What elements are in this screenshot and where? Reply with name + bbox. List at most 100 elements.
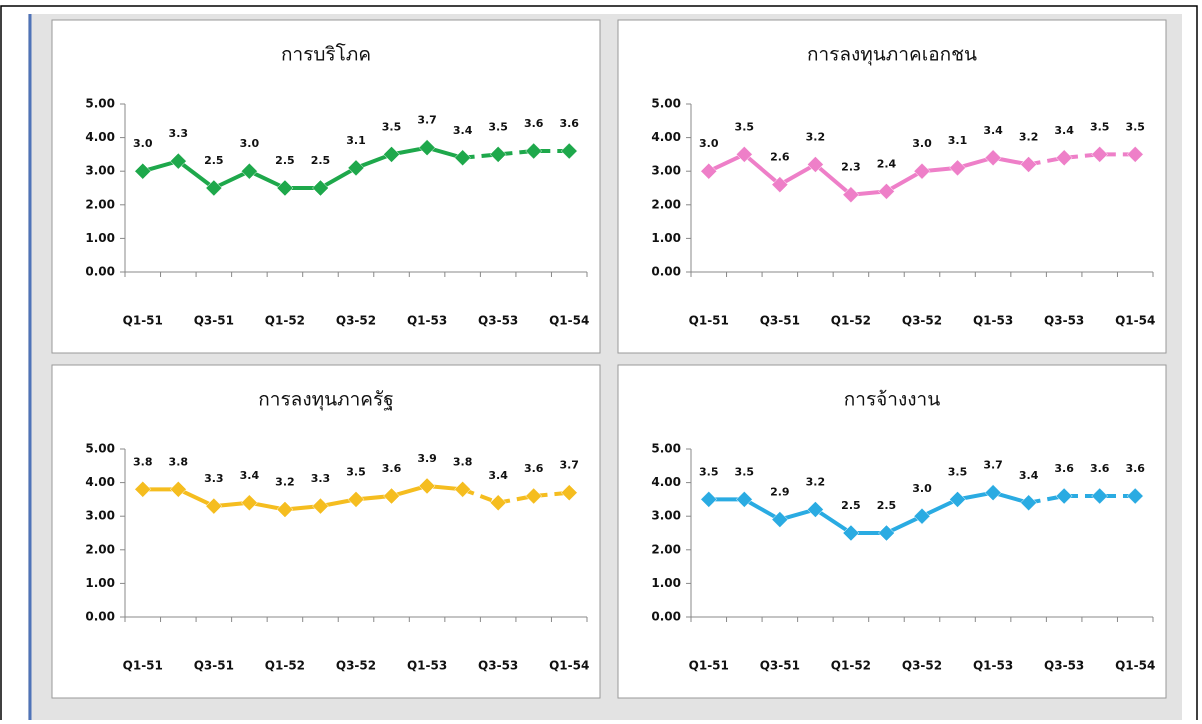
- point-marker: [418, 477, 436, 495]
- value-label: 3.2: [1019, 130, 1039, 143]
- point-marker: [807, 156, 824, 173]
- value-label: 2.5: [311, 154, 331, 167]
- value-label: 3.4: [240, 469, 260, 482]
- value-label: 3.6: [524, 117, 544, 130]
- point-marker: [454, 149, 471, 167]
- point-marker: [276, 501, 294, 518]
- y-tick-label: 3.00: [85, 164, 115, 178]
- value-label: 3.7: [559, 459, 579, 472]
- x-tick-label: Q1-52: [265, 659, 305, 673]
- value-label: 3.2: [275, 475, 295, 488]
- point-marker: [241, 162, 258, 180]
- x-tick-label: Q1-51: [123, 659, 163, 673]
- point-marker: [1020, 494, 1037, 512]
- y-tick-label: 3.00: [651, 164, 681, 178]
- value-label: 3.5: [1125, 120, 1145, 133]
- x-tick-label: Q1-52: [831, 314, 871, 328]
- point-marker: [735, 146, 753, 163]
- y-tick-label: 2.00: [651, 542, 681, 556]
- chart-title: การลงทุนภาครัฐ: [258, 389, 393, 412]
- value-label: 3.3: [169, 127, 189, 140]
- y-tick-label: 0.00: [85, 610, 115, 624]
- value-label: 3.5: [948, 465, 968, 478]
- point-marker: [560, 484, 578, 502]
- x-tick-label: Q3-51: [760, 659, 800, 673]
- value-label: 3.1: [948, 134, 968, 147]
- x-tick-label: Q1-54: [549, 659, 589, 673]
- point-marker: [383, 146, 400, 163]
- y-tick-label: 1.00: [651, 576, 681, 590]
- y-tick-label: 4.00: [85, 475, 115, 489]
- point-marker: [878, 524, 895, 542]
- y-tick-label: 3.00: [651, 509, 681, 523]
- point-marker: [1055, 487, 1073, 505]
- point-marker: [418, 139, 436, 157]
- point-marker: [1126, 487, 1144, 505]
- value-label: 3.3: [204, 472, 224, 485]
- x-tick-label: Q1-52: [831, 659, 871, 673]
- x-tick-label: Q3-53: [478, 659, 518, 673]
- point-marker: [454, 480, 471, 498]
- value-label: 2.5: [877, 499, 897, 512]
- x-tick-label: Q1-51: [689, 659, 729, 673]
- point-marker: [1091, 487, 1109, 505]
- x-tick-label: Q3-52: [336, 314, 376, 328]
- value-label: 3.0: [240, 137, 260, 150]
- value-label: 3.4: [1054, 124, 1074, 137]
- point-marker: [134, 162, 152, 180]
- x-tick-label: Q1-53: [407, 314, 447, 328]
- point-marker: [984, 149, 1002, 167]
- value-label: 3.4: [488, 469, 508, 482]
- value-label: 3.6: [1054, 462, 1074, 475]
- value-label: 3.2: [806, 130, 826, 143]
- point-marker: [205, 179, 223, 197]
- point-marker: [347, 159, 365, 177]
- series-line: [142, 483, 463, 512]
- value-label: 3.5: [382, 120, 402, 133]
- value-label: 2.4: [877, 157, 897, 170]
- point-marker: [949, 491, 966, 508]
- value-label: 2.6: [770, 151, 790, 164]
- point-marker: [949, 159, 966, 177]
- value-label: 2.9: [770, 486, 790, 499]
- x-tick-label: Q1-53: [973, 314, 1013, 328]
- point-marker: [241, 494, 258, 512]
- value-label: 3.5: [488, 120, 508, 133]
- point-marker: [1091, 146, 1109, 163]
- point-marker: [842, 186, 860, 204]
- point-marker: [700, 491, 718, 508]
- value-label: 3.5: [735, 120, 755, 133]
- point-marker: [489, 494, 507, 512]
- point-marker: [489, 146, 507, 163]
- value-label: 3.9: [417, 452, 437, 465]
- point-marker: [312, 179, 329, 197]
- point-marker: [771, 511, 789, 528]
- value-label: 3.4: [1019, 469, 1039, 482]
- value-label: 3.7: [983, 459, 1003, 472]
- point-marker: [700, 162, 718, 180]
- point-marker: [771, 176, 789, 193]
- value-label: 3.8: [453, 455, 473, 468]
- point-marker: [525, 487, 543, 505]
- series-line: [708, 490, 1030, 535]
- value-label: 3.0: [912, 137, 932, 150]
- y-tick-label: 4.00: [651, 130, 681, 144]
- value-label: 3.5: [735, 465, 755, 478]
- series-line: [142, 145, 464, 190]
- x-tick-label: Q1-53: [407, 659, 447, 673]
- y-tick-label: 5.00: [85, 97, 115, 111]
- value-label: 2.5: [275, 154, 295, 167]
- point-marker: [1126, 146, 1144, 163]
- x-tick-label: Q1-52: [265, 314, 305, 328]
- y-tick-label: 1.00: [85, 576, 115, 590]
- x-tick-label: Q3-52: [902, 314, 942, 328]
- y-tick-label: 2.00: [85, 197, 115, 211]
- point-marker: [347, 491, 365, 508]
- point-marker: [312, 497, 329, 515]
- chart-panel: [51, 364, 601, 699]
- x-tick-label: Q1-54: [1115, 659, 1155, 673]
- x-tick-label: Q1-54: [1115, 314, 1155, 328]
- y-tick-label: 1.00: [85, 231, 115, 245]
- point-marker: [276, 179, 294, 197]
- value-label: 3.0: [912, 482, 932, 495]
